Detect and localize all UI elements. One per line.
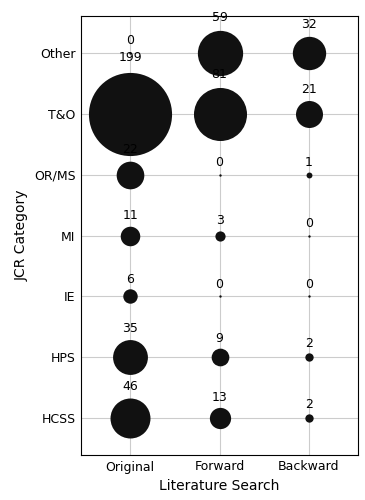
Text: 199: 199	[118, 51, 142, 64]
Text: 21: 21	[301, 82, 317, 96]
Text: 0: 0	[305, 217, 313, 230]
Point	[306, 170, 312, 178]
Point	[127, 354, 133, 362]
Point	[306, 414, 312, 422]
Point	[306, 232, 312, 239]
Text: 1: 1	[305, 156, 313, 168]
Text: 3: 3	[216, 214, 223, 227]
Point	[216, 354, 222, 362]
Text: 6: 6	[126, 272, 134, 285]
Text: 0: 0	[215, 156, 223, 169]
Text: 2: 2	[305, 337, 313, 350]
Text: 35: 35	[122, 322, 138, 335]
Point	[216, 170, 222, 178]
Point	[216, 292, 222, 300]
Text: 11: 11	[122, 209, 138, 222]
Text: 0: 0	[126, 34, 134, 47]
Y-axis label: JCR Category: JCR Category	[14, 190, 28, 282]
Point	[306, 48, 312, 56]
Point	[127, 170, 133, 178]
Point	[306, 292, 312, 300]
Point	[306, 354, 312, 362]
Point	[127, 414, 133, 422]
Text: 0: 0	[305, 278, 313, 291]
Text: 59: 59	[212, 12, 227, 24]
Text: 2: 2	[305, 398, 313, 411]
Text: 13: 13	[212, 390, 227, 404]
Point	[216, 414, 222, 422]
Point	[127, 48, 133, 56]
Text: 46: 46	[122, 380, 138, 393]
Point	[127, 232, 133, 239]
Text: 9: 9	[216, 332, 223, 344]
Text: 22: 22	[122, 143, 138, 156]
Text: 0: 0	[215, 278, 223, 291]
Point	[216, 232, 222, 239]
Point	[216, 48, 222, 56]
Text: 32: 32	[301, 18, 317, 31]
X-axis label: Literature Search: Literature Search	[160, 479, 280, 493]
Point	[127, 292, 133, 300]
Point	[216, 110, 222, 118]
Point	[306, 110, 312, 118]
Point	[127, 110, 133, 118]
Text: 81: 81	[212, 68, 227, 81]
